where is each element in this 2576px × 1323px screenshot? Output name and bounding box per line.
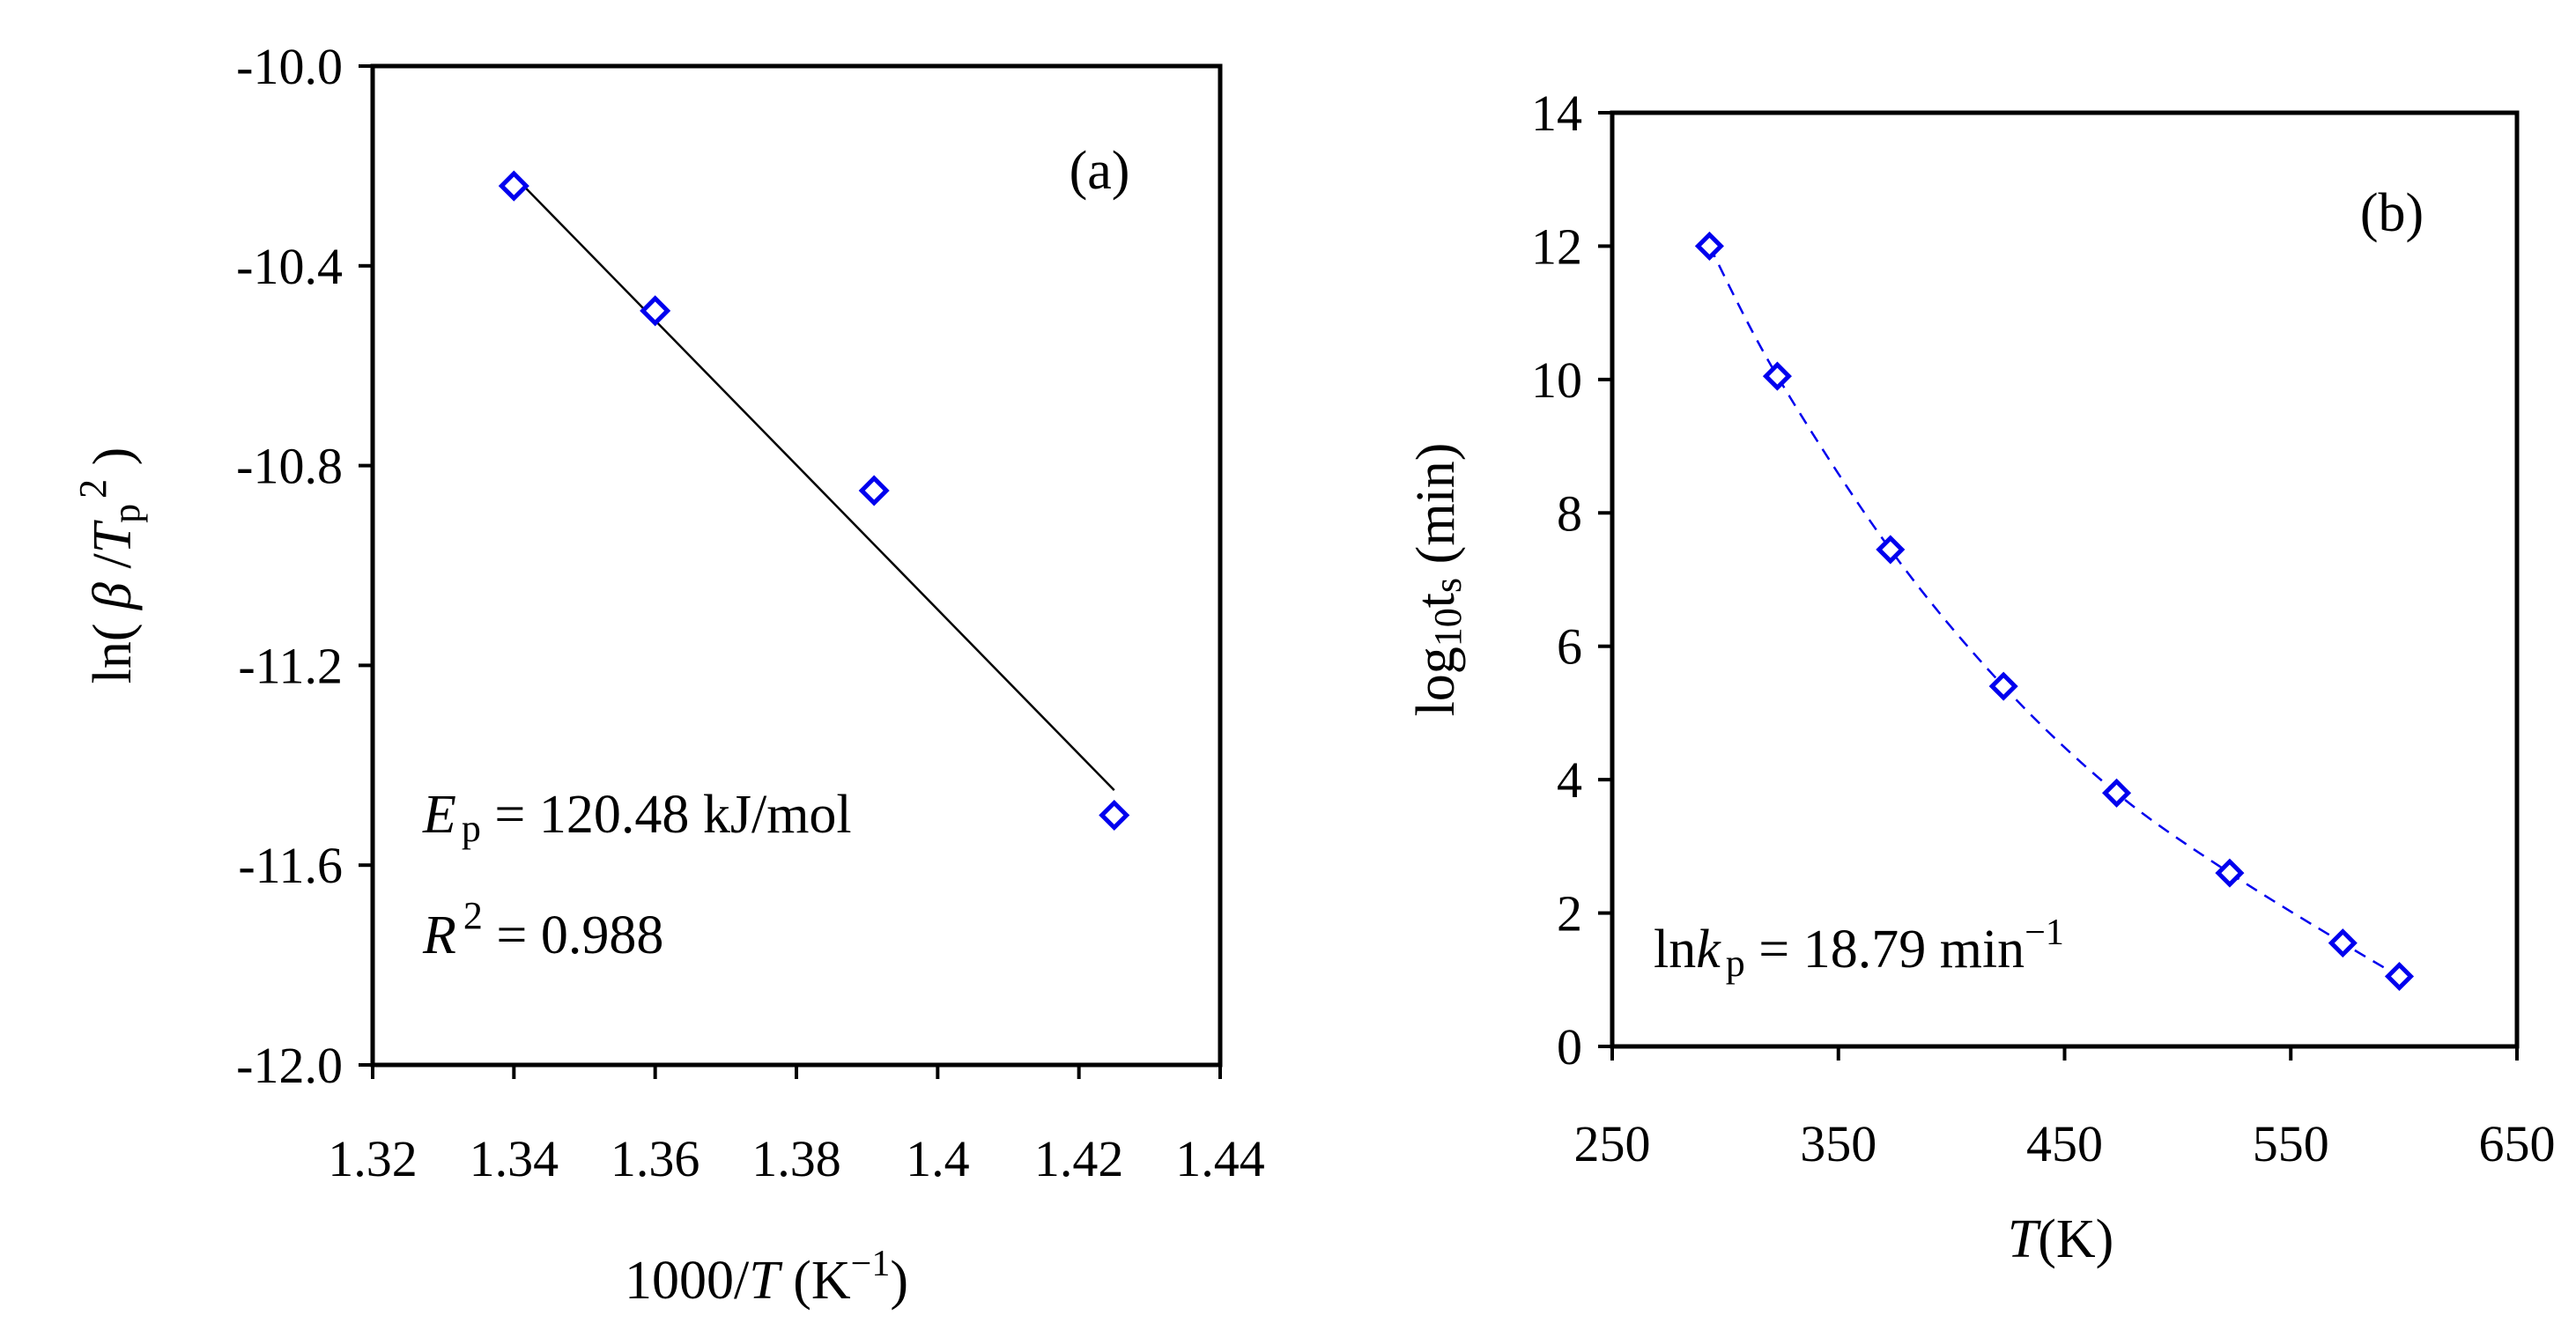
x-tick-label: 1.38: [751, 1130, 841, 1187]
y-tick-label: 2: [1557, 885, 1582, 942]
x-tick-label: 1.44: [1175, 1130, 1265, 1187]
data-point-diamond: [1099, 799, 1130, 831]
data-point-diamond: [1876, 535, 1906, 565]
panel-label-b: (b): [2360, 183, 2424, 243]
y-tick-label: -11.2: [238, 637, 343, 694]
x-tick-label: 250: [1574, 1115, 1651, 1172]
y-tick-label: -10.4: [236, 238, 343, 295]
y-tick-label: 12: [1531, 218, 1582, 275]
x-tick-label: 1.34: [470, 1130, 559, 1187]
x-ticks-b: 250 350 450 550 650: [1574, 1046, 2556, 1172]
x-axis-title-a: 1000/T (K−1): [625, 1244, 908, 1311]
data-point-diamond: [858, 475, 890, 506]
data-points-b: [1694, 231, 2415, 992]
y-tick-label: 8: [1557, 484, 1582, 542]
annotation-rate-constant: lnk p = 18.79 min−1: [1654, 913, 2064, 985]
data-point-diamond: [1762, 361, 1792, 391]
data-point-diamond: [498, 170, 529, 202]
trend-curve: [1708, 245, 2401, 978]
y-tick-label: 10: [1531, 351, 1582, 409]
y-axis-title-a: ln( β /Tp2 ): [71, 447, 148, 684]
y-tick-label: -10.8: [236, 438, 343, 495]
y-tick-label: -10.0: [236, 38, 343, 95]
y-tick-label: 6: [1557, 618, 1582, 676]
y-ticks-a: -10.0 -10.4 -10.8 -11.2 -11.6 -12.0: [236, 38, 373, 1094]
data-points-a: [498, 170, 1130, 831]
y-tick-label: 14: [1531, 85, 1582, 142]
x-tick-label: 1.42: [1034, 1130, 1124, 1187]
data-point-diamond: [640, 295, 671, 327]
data-point-diamond: [2215, 858, 2245, 888]
x-tick-label: 550: [2253, 1115, 2329, 1172]
plot-frame-b: [1610, 110, 2520, 1049]
chart-panel-a: 1.32 1.34 1.36 1.38 1.4 1.42 1.44 -10.0-10.4-1…: [71, 38, 1265, 1311]
data-point-diamond: [2102, 778, 2132, 808]
fit-line: [513, 174, 1115, 792]
data-point-diamond: [2328, 928, 2358, 958]
x-tick-label: 650: [2479, 1115, 2556, 1172]
x-tick-label: 1.32: [328, 1130, 418, 1187]
y-axis-title-b: log10ts (min): [1406, 443, 1469, 717]
y-tick-label: 4: [1557, 751, 1582, 809]
x-axis-title-b: T(K): [2008, 1209, 2114, 1269]
x-tick-label: 450: [2026, 1115, 2103, 1172]
x-tick-label: 1.36: [611, 1130, 700, 1187]
panel-label-a: (a): [1070, 141, 1130, 201]
x-tick-label: 1.4: [906, 1130, 970, 1187]
data-point-diamond: [2384, 961, 2415, 992]
data-point-diamond: [1694, 231, 1724, 261]
x-ticks-a: 1.32 1.34 1.36 1.38 1.4 1.42 1.44: [328, 1065, 1265, 1187]
fit-line-group-a: [513, 174, 1115, 792]
x-tick-label: 350: [1800, 1115, 1876, 1172]
y-tick-label: 0: [1557, 1018, 1582, 1075]
y-tick-label: -11.6: [238, 837, 343, 894]
y-tick-label: -12.0: [236, 1037, 343, 1094]
y-ticks-b: 0 2 4 6 8 10 12 14: [1531, 85, 1612, 1075]
trend-curve-group-b: [1708, 245, 2401, 978]
chart-panel-b: 250 350 450 550 650 0 2 4 6 8 10 12 14 (b) lnk p = 1…: [1406, 85, 2556, 1269]
data-point-diamond: [1988, 671, 2018, 701]
